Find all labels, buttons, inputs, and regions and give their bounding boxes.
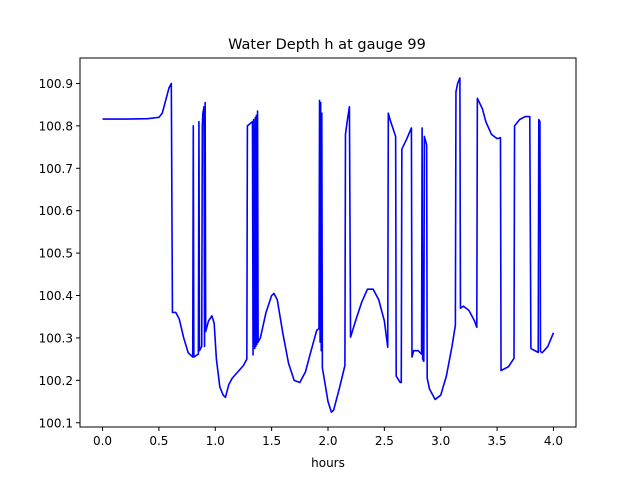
x-tick-label: 3.5 (488, 434, 507, 448)
x-axis: 0.0 0.5 1.0 1.5 2.0 2.5 3.0 3.5 4.0 (93, 427, 563, 448)
y-tick-label: 100.8 (39, 119, 73, 133)
y-tick-label: 100.1 (39, 416, 73, 430)
chart-title: Water Depth h at gauge 99 (228, 37, 426, 53)
series-line-water-depth (102, 77, 555, 413)
x-tick-label: 1.5 (262, 434, 281, 448)
x-tick-label: 0.5 (149, 434, 168, 448)
y-tick-label: 100.3 (39, 331, 73, 345)
x-axis-label: hours (311, 456, 345, 470)
x-tick-label: 4.0 (544, 434, 563, 448)
y-tick-label: 100.6 (39, 204, 73, 218)
y-tick-label: 100.5 (39, 247, 73, 261)
y-tick-label: 100.9 (39, 77, 73, 91)
y-tick-label: 100.4 (39, 289, 73, 303)
x-tick-label: 0.0 (93, 434, 112, 448)
y-tick-label: 100.7 (39, 162, 73, 176)
y-tick-label: 100.2 (39, 374, 73, 388)
x-tick-label: 2.0 (318, 434, 337, 448)
x-tick-label: 1.0 (206, 434, 225, 448)
y-axis: 100.1 100.2 100.3 100.4 100.5 100.6 100.7 100.8… (39, 77, 80, 430)
x-tick-label: 2.5 (375, 434, 394, 448)
x-tick-label: 3.0 (431, 434, 450, 448)
